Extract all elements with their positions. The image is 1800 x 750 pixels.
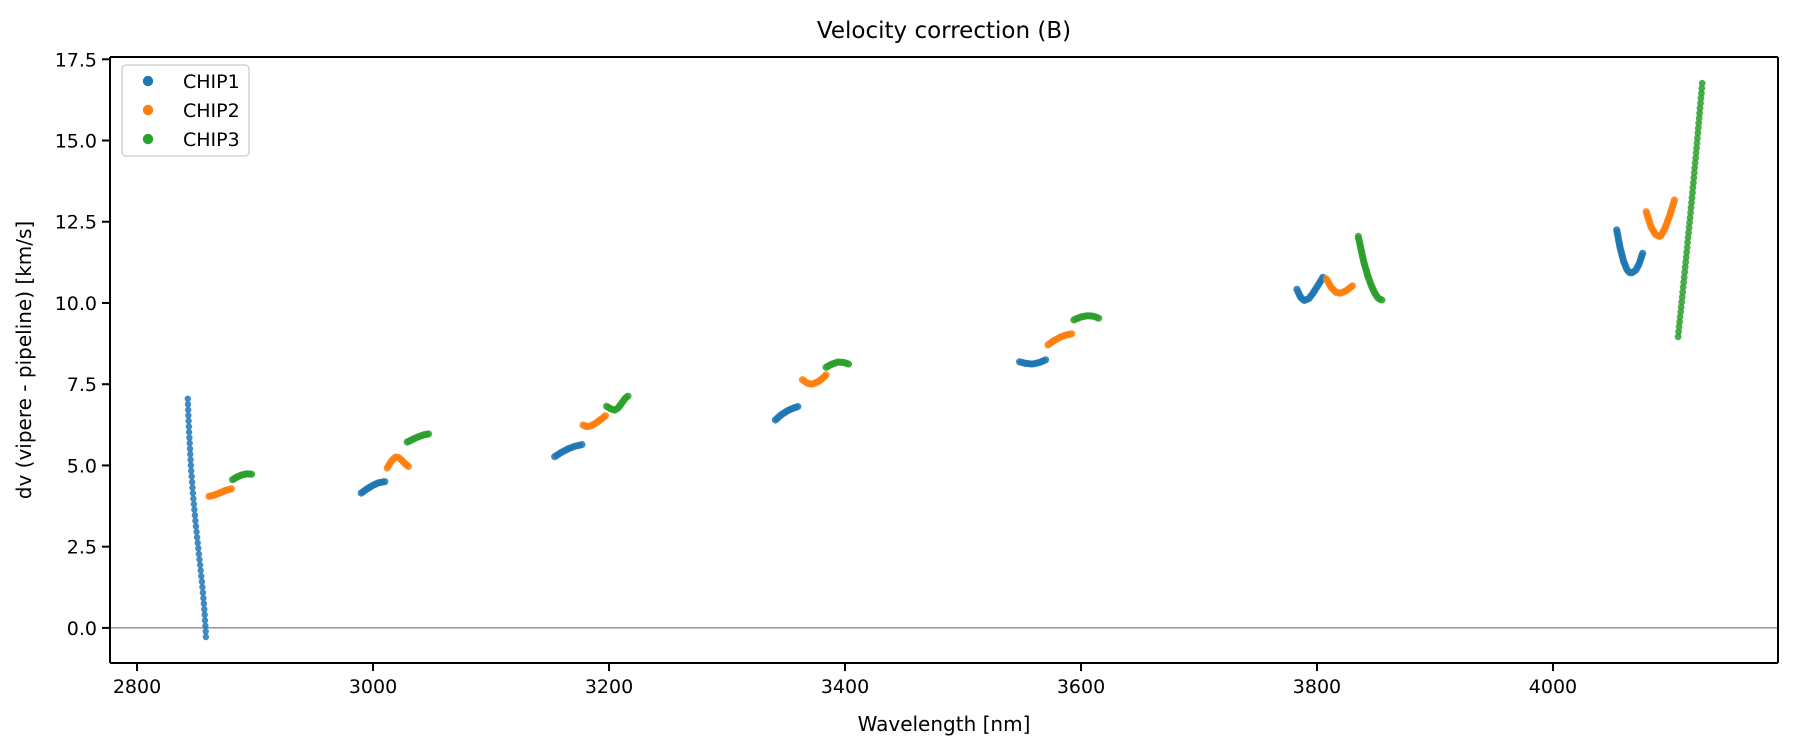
scatter-segment-chip2-6 <box>1322 275 1356 297</box>
x-tick-label: 3200 <box>585 676 633 698</box>
scatter-segment-chip2-5 <box>1044 330 1076 349</box>
x-axis-ticks: 2800 3000 3200 3400 3600 3800 4000 <box>113 663 1577 698</box>
scatter-segment-chip2-7 <box>1642 196 1679 240</box>
scatter-segment-chip3-2 <box>403 430 433 446</box>
legend-box <box>121 64 250 157</box>
legend-marker-chip3 <box>142 133 154 145</box>
y-tick-label: 0.0 <box>67 618 97 640</box>
legend-item-chip1: CHIP1 <box>142 71 240 93</box>
legend-marker-chip2 <box>142 104 154 116</box>
x-tick-label: 4000 <box>1529 676 1577 698</box>
scatter-segment-chip2-3 <box>579 412 610 431</box>
x-axis-label: Wavelength [nm] <box>858 712 1031 736</box>
chart-title: Velocity correction (B) <box>817 18 1071 44</box>
y-tick-label: 2.5 <box>67 537 97 559</box>
x-tick-label: 3800 <box>1293 676 1341 698</box>
y-axis-ticks: 0.0 2.5 5.0 7.5 10.0 12.5 15.0 17.5 <box>55 49 110 640</box>
y-tick-label: 15.0 <box>55 131 97 153</box>
x-tick-label: 2800 <box>113 676 161 698</box>
scatter-segment-chip1-3 <box>551 441 586 461</box>
y-tick-label: 5.0 <box>67 455 97 477</box>
scatter-segment-chip1-1 <box>184 395 210 641</box>
scatter-segment-chip1-7 <box>1613 226 1647 277</box>
scatter-segment-chip3-7 <box>1674 79 1706 341</box>
scatter-segment-chip3-1 <box>229 470 256 484</box>
scatter-segment-chip3-6 <box>1354 232 1386 304</box>
scatter-segment-chip2-1 <box>205 485 235 500</box>
scatter-segment-chip1-4 <box>771 403 802 424</box>
legend-label-chip1: CHIP1 <box>183 71 240 93</box>
y-tick-label: 7.5 <box>67 374 97 396</box>
x-tick-label: 3000 <box>349 676 397 698</box>
y-tick-label: 12.5 <box>55 212 97 234</box>
series-chip3 <box>229 79 1706 484</box>
scatter-segment-chip2-4 <box>798 371 830 388</box>
scatter-segment-chip2-2 <box>383 453 412 472</box>
series-chip2 <box>205 196 1679 500</box>
legend-marker-chip1 <box>142 75 154 87</box>
scatter-segment-chip1-2 <box>357 478 389 497</box>
scatter-segment-chip1-5 <box>1016 356 1050 368</box>
x-tick-label: 3600 <box>1057 676 1105 698</box>
scatter-points <box>184 79 1706 641</box>
scatter-segment-chip3-4 <box>822 358 853 371</box>
legend: CHIP1 CHIP2 CHIP3 <box>121 64 250 157</box>
plot-spines <box>109 56 1779 664</box>
scatter-segment-chip1-6 <box>1293 273 1327 305</box>
legend-label-chip3: CHIP3 <box>183 129 240 151</box>
y-axis-label: dv (vipere - pipeline) [km/s] <box>12 221 36 499</box>
series-chip1 <box>184 226 1647 641</box>
y-tick-label: 10.0 <box>55 293 97 315</box>
scatter-segment-chip3-5 <box>1070 312 1103 324</box>
scatter-segment-chip3-3 <box>603 392 632 414</box>
legend-item-chip3: CHIP3 <box>142 129 240 151</box>
legend-label-chip2: CHIP2 <box>183 100 240 122</box>
legend-item-chip2: CHIP2 <box>142 100 240 122</box>
y-tick-label: 17.5 <box>55 49 97 71</box>
x-tick-label: 3400 <box>821 676 869 698</box>
